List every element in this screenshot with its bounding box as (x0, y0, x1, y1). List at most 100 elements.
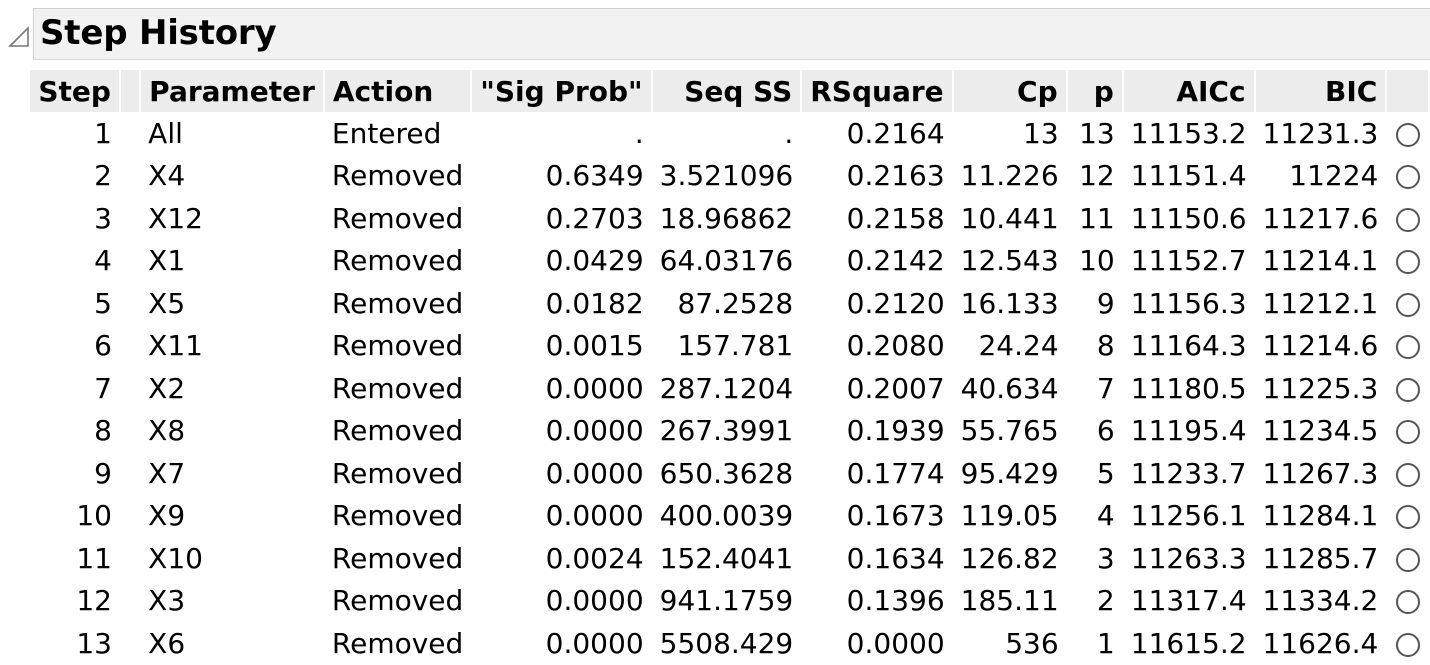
step-select-radio[interactable] (1396, 547, 1421, 572)
p-cell: 7 (1096, 371, 1115, 405)
aicc-cell: 11156.3 (1130, 286, 1247, 320)
rsquare-cell: 0.1774 (846, 456, 945, 490)
step-select-radio[interactable] (1396, 165, 1421, 190)
spacer-cell (120, 537, 140, 580)
step-select-radio[interactable] (1396, 420, 1421, 445)
cp-cell: 16.133 (960, 286, 1059, 320)
aicc-cell: 11153.2 (1130, 116, 1247, 150)
step-select-radio[interactable] (1396, 250, 1421, 275)
step-select-radio[interactable] (1396, 462, 1421, 487)
action-cell: Removed (331, 201, 464, 235)
select-cell (1386, 367, 1429, 410)
select-cell (1386, 112, 1429, 155)
select-cell (1386, 197, 1429, 240)
step-select-radio[interactable] (1396, 207, 1421, 232)
bic-cell: 11267.3 (1262, 456, 1379, 490)
step-cell: 1 (94, 116, 112, 150)
column-header-step[interactable]: Step (30, 70, 121, 112)
column-header-select (1386, 70, 1430, 112)
column-header-action[interactable]: Action (323, 70, 473, 112)
sig-prob-cell: 0.0000 (545, 584, 644, 618)
column-header-seq-ss[interactable]: Seq SS (651, 70, 803, 112)
rsquare-cell: 0.2163 (846, 159, 945, 193)
p-cell: 11 (1079, 201, 1115, 235)
step-select-radio[interactable] (1396, 377, 1421, 402)
table-row: 8 X8 Removed 0.0000 267.3991 0.1939 55.765 6 111… (30, 410, 1429, 453)
step-cell: 9 (94, 456, 112, 490)
sig-prob-cell: 0.0000 (545, 414, 644, 448)
bic-cell: 11214.1 (1262, 244, 1379, 278)
step-select-radio[interactable] (1396, 335, 1421, 360)
aicc-cell: 11150.6 (1130, 201, 1247, 235)
bic-cell: 11234.5 (1262, 414, 1379, 448)
p-cell: 2 (1096, 584, 1115, 618)
column-header-rsquare[interactable]: RSquare (801, 70, 954, 112)
table-row: 11 X10 Removed 0.0024 152.4041 0.1634 126.82 3 1… (30, 537, 1429, 580)
table-row: 4 X1 Removed 0.0429 64.03176 0.2142 12.543 10 11… (30, 240, 1429, 283)
step-select-radio[interactable] (1396, 505, 1421, 530)
sig-prob-cell: 0.0015 (545, 329, 644, 363)
step-cell: 5 (94, 286, 112, 320)
bic-cell: 11225.3 (1262, 371, 1379, 405)
sig-prob-cell: 0.0429 (545, 244, 644, 278)
sig-prob-cell: 0.6349 (545, 159, 644, 193)
spacer-cell (120, 495, 140, 538)
table-row: 12 X3 Removed 0.0000 941.1759 0.1396 185.11 2 11… (30, 580, 1429, 623)
spacer-cell (120, 112, 140, 155)
column-header-sig-prob[interactable]: "Sig Prob" (471, 70, 653, 112)
select-cell (1386, 452, 1429, 495)
select-cell (1386, 282, 1429, 325)
step-select-radio[interactable] (1396, 122, 1421, 147)
parameter-cell: X10 (148, 541, 203, 575)
action-cell: Removed (331, 584, 464, 618)
table-row: 13 X6 Removed 0.0000 5508.429 0.0000 536 1 11615… (30, 622, 1429, 665)
parameter-cell: X11 (148, 329, 203, 363)
step-cell: 13 (76, 626, 112, 660)
seq-ss-cell: 267.3991 (659, 414, 794, 448)
bic-cell: 11214.6 (1262, 329, 1379, 363)
step-cell: 6 (94, 329, 112, 363)
column-header-p[interactable]: p (1066, 70, 1124, 112)
aicc-cell: 11615.2 (1130, 626, 1247, 660)
select-cell (1386, 537, 1429, 580)
cp-cell: 536 (1005, 626, 1059, 660)
rsquare-cell: 0.1939 (846, 414, 945, 448)
step-cell: 7 (94, 371, 112, 405)
step-select-radio[interactable] (1396, 292, 1421, 317)
select-cell (1386, 410, 1429, 453)
spacer-cell (120, 282, 140, 325)
column-header-parameter[interactable]: Parameter (140, 70, 325, 112)
title-bar: Step History (33, 8, 1430, 60)
rsquare-cell: 0.1634 (846, 541, 945, 575)
sig-prob-cell: 0.0182 (545, 286, 644, 320)
bic-cell: 11284.1 (1262, 499, 1379, 533)
column-header-bic[interactable]: BIC (1254, 70, 1388, 112)
bic-cell: 11334.2 (1262, 584, 1379, 618)
step-cell: 4 (94, 244, 112, 278)
action-cell: Removed (331, 286, 464, 320)
spacer-cell (120, 452, 140, 495)
seq-ss-cell: 400.0039 (659, 499, 794, 533)
seq-ss-cell: 650.3628 (659, 456, 794, 490)
cp-cell: 126.82 (960, 541, 1059, 575)
rsquare-cell: 0.2142 (846, 244, 945, 278)
aicc-cell: 11233.7 (1130, 456, 1247, 490)
bic-cell: 11285.7 (1262, 541, 1379, 575)
step-select-radio[interactable] (1396, 632, 1421, 657)
step-select-radio[interactable] (1396, 590, 1421, 615)
spacer-cell (120, 622, 140, 665)
sig-prob-cell: 0.0000 (545, 499, 644, 533)
parameter-cell: X3 (148, 584, 186, 618)
parameter-cell: All (148, 116, 183, 150)
parameter-cell: X6 (148, 626, 186, 660)
step-cell: 10 (76, 499, 112, 533)
select-cell (1386, 155, 1429, 198)
action-cell: Removed (331, 244, 464, 278)
disclosure-triangle-icon[interactable] (6, 24, 32, 50)
seq-ss-cell: 941.1759 (659, 584, 794, 618)
column-header-aicc[interactable]: AICc (1122, 70, 1256, 112)
column-header-cp[interactable]: Cp (952, 70, 1068, 112)
parameter-cell: X2 (148, 371, 186, 405)
column-header-spacer (119, 70, 142, 112)
p-cell: 3 (1096, 541, 1115, 575)
